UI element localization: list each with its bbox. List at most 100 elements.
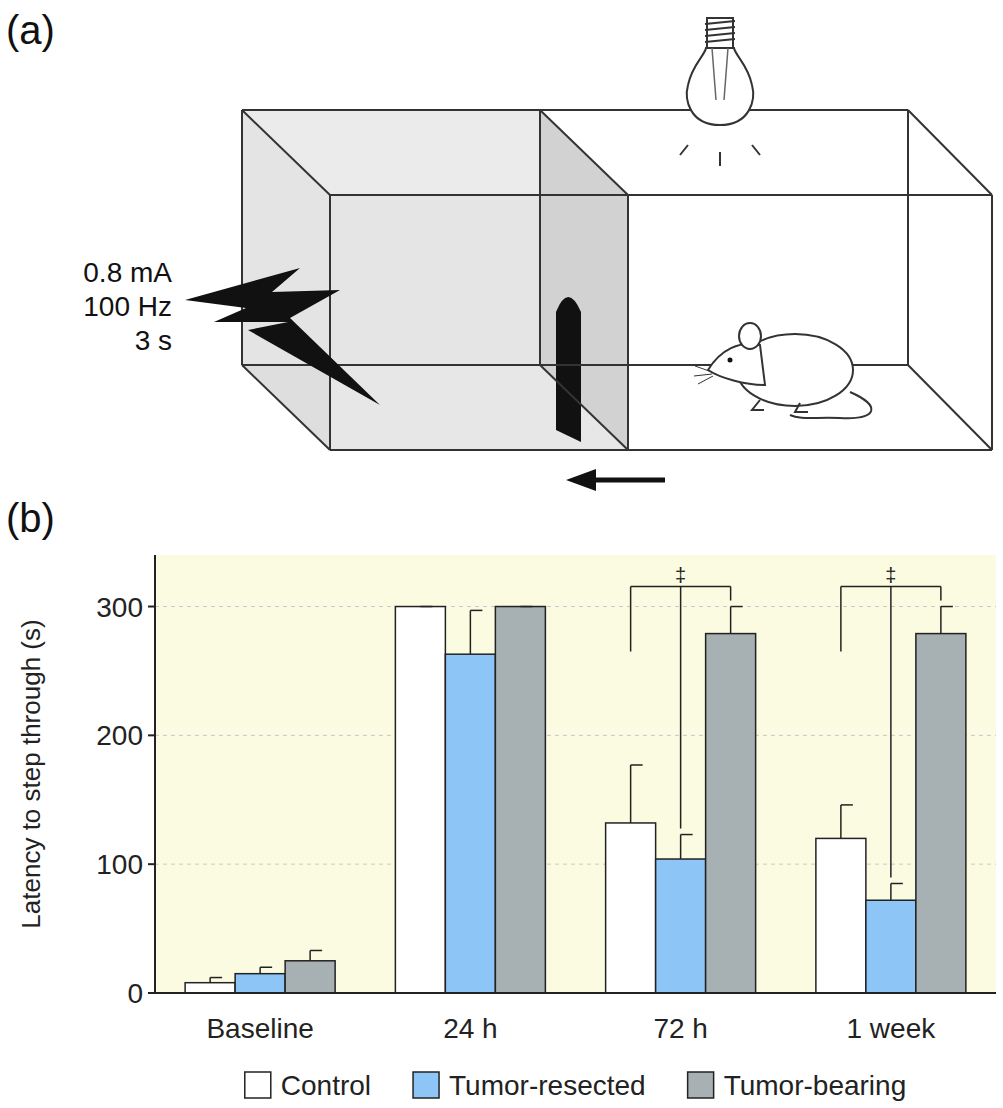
error-bar	[841, 805, 853, 838]
bar	[185, 983, 235, 993]
bracket-leg	[630, 587, 632, 652]
error-stem	[470, 610, 472, 654]
bracket-leg	[840, 587, 842, 652]
mouse-ear	[739, 323, 761, 349]
error-bar	[470, 610, 482, 654]
y-axis-title: Latency to step through (s)	[16, 619, 46, 928]
error-stem	[940, 607, 942, 634]
error-cap	[420, 606, 432, 608]
bulb-thread	[705, 39, 735, 42]
y-tick	[148, 606, 155, 608]
door	[556, 297, 581, 442]
box-edge	[540, 365, 628, 450]
box-edge	[908, 110, 992, 195]
bar	[606, 823, 656, 993]
box-edge	[329, 195, 331, 450]
error-stem	[209, 978, 211, 983]
bracket-leg	[680, 587, 682, 829]
mouse-feet	[752, 400, 808, 412]
bar	[816, 838, 866, 993]
error-bar	[260, 967, 272, 973]
significance-bracket	[631, 587, 731, 829]
y-tick	[148, 992, 155, 994]
error-cap	[210, 977, 222, 979]
panel-label: (a)	[6, 8, 55, 52]
bulb-glass	[687, 48, 753, 125]
error-stem	[730, 607, 732, 634]
error-bar	[520, 606, 532, 607]
light-ray	[752, 145, 760, 155]
error-bar	[310, 950, 322, 960]
error-bar	[891, 884, 903, 901]
error-cap	[681, 834, 693, 836]
y-tick-label: 100	[96, 849, 143, 880]
plot-background	[155, 555, 996, 993]
bracket-leg	[940, 587, 942, 601]
bracket-leg	[890, 587, 892, 878]
error-cap	[731, 606, 743, 608]
stimulus-text: 0.8 mA	[83, 257, 172, 288]
box-edge	[539, 110, 541, 365]
bar	[235, 974, 285, 993]
bracket-leg	[730, 587, 732, 601]
x-axis-line	[155, 992, 996, 994]
box-edge	[991, 195, 993, 450]
bulb-thread	[705, 21, 735, 24]
box-edge	[241, 110, 243, 365]
mouse-whiskers	[694, 366, 713, 384]
y-tick	[148, 734, 155, 736]
legend-swatch	[245, 1072, 271, 1098]
bar	[495, 607, 545, 993]
panel-b: (b) 0 100 200 300 Latency to step through (s)…	[6, 496, 996, 1044]
error-bar	[681, 835, 693, 859]
error-cap	[310, 950, 322, 952]
x-tick-label: 24 h	[443, 1013, 498, 1044]
direction-arrow	[592, 478, 665, 483]
light-ray	[719, 152, 721, 166]
error-cap	[260, 966, 272, 968]
box-edge	[540, 110, 628, 195]
bar	[656, 859, 706, 993]
bar	[445, 654, 495, 993]
y-axis-line	[154, 555, 156, 993]
legend-label: Control	[281, 1070, 371, 1101]
stimulus-text: 3 s	[135, 325, 172, 356]
y-tick	[148, 863, 155, 865]
mouse-eye	[728, 358, 733, 363]
box-edge	[330, 194, 992, 196]
bars	[185, 607, 966, 993]
legend-label: Tumor-resected	[449, 1070, 646, 1101]
error-cap	[941, 606, 953, 608]
figure: (a)0.8 mA100 Hz3 s(b)0100200300Latency t…	[0, 0, 1003, 1108]
significance-mark: ‡	[885, 564, 896, 586]
error-bar	[631, 765, 643, 823]
bar	[285, 961, 335, 993]
legend-label: Tumor-bearing	[724, 1070, 907, 1101]
error-bar	[210, 978, 222, 983]
x-tick-label: Baseline	[206, 1013, 313, 1044]
grid-line	[155, 735, 996, 736]
bulb-filament	[712, 48, 728, 100]
error-stem	[630, 765, 632, 823]
y-tick-label: 200	[96, 720, 143, 751]
divider	[540, 110, 628, 450]
grid-line	[155, 864, 996, 865]
error-cap	[520, 606, 532, 608]
bar	[706, 634, 756, 993]
error-stem	[309, 950, 311, 960]
x-tick-label: 72 h	[653, 1013, 708, 1044]
error-bar	[731, 607, 743, 634]
y-tick-label: 0	[127, 978, 143, 1009]
box-edge	[908, 365, 992, 450]
error-cap	[470, 610, 482, 612]
bar	[395, 607, 445, 993]
error-bar	[941, 607, 953, 634]
y-tick-label: 300	[96, 592, 143, 623]
box-edge	[242, 110, 330, 195]
bulb-thread	[705, 33, 735, 36]
panel-label: (b)	[6, 496, 55, 540]
legend-swatch	[688, 1072, 714, 1098]
box-edge	[330, 449, 992, 451]
arrow-head	[566, 469, 596, 491]
error-cap	[891, 883, 903, 885]
